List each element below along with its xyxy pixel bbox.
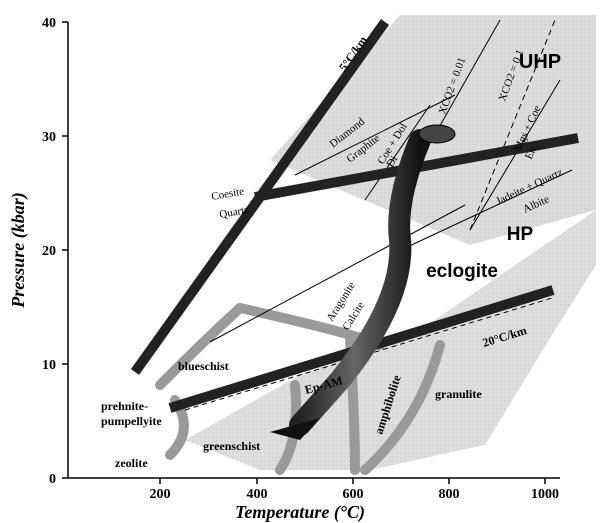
mgs-coe-line <box>469 79 561 231</box>
eclogite-label: eclogite <box>426 261 498 282</box>
quartz-label: Quartz <box>218 204 250 221</box>
coe-dol-line <box>364 104 431 201</box>
x-tick-800: 800 <box>439 487 460 502</box>
y-tick-0: 0 <box>49 472 56 487</box>
zeolite-label: zeolite <box>115 456 148 470</box>
di-label: Di <box>384 154 400 170</box>
aragonite-calcite-line <box>209 204 466 343</box>
jadeite-albite-line <box>404 169 573 249</box>
x-axis-title: Temperature (°C) <box>235 502 365 523</box>
xco2-01-dashed <box>469 19 556 231</box>
granulite-boundary <box>360 340 445 475</box>
y-tick-30: 30 <box>42 130 56 145</box>
y-tick-20: 20 <box>42 244 56 259</box>
y-axis-title: Pressure (kbar) <box>8 192 29 309</box>
greenschist-label: greenschist <box>203 439 260 453</box>
x-tick-200: 200 <box>150 487 171 502</box>
coesite-label: Coesite <box>210 185 245 203</box>
uhp-label: UHP <box>519 51 561 73</box>
en-label: En <box>523 145 539 162</box>
pumpellyite-label: pumpellyite <box>101 414 162 428</box>
prehnite-label: prehnite- <box>101 399 148 413</box>
granulite-label: granulite <box>435 387 482 401</box>
y-tick-10: 10 <box>42 358 56 373</box>
hp-label: HP <box>507 224 534 245</box>
x-tick-600: 600 <box>343 487 364 502</box>
blueschist-boundary-left <box>155 303 245 390</box>
diamond-graphite-line <box>294 94 456 176</box>
pt-path-arrowhead <box>270 418 320 440</box>
x-tick-400: 400 <box>247 487 268 502</box>
blueschist-label: blueschist <box>178 359 229 373</box>
y-tick-40: 40 <box>42 16 56 31</box>
pt-path-top <box>418 124 456 144</box>
pt-path <box>289 129 431 436</box>
x-tick-1000: 1000 <box>531 487 559 502</box>
hp-eclogite-region <box>185 210 596 470</box>
